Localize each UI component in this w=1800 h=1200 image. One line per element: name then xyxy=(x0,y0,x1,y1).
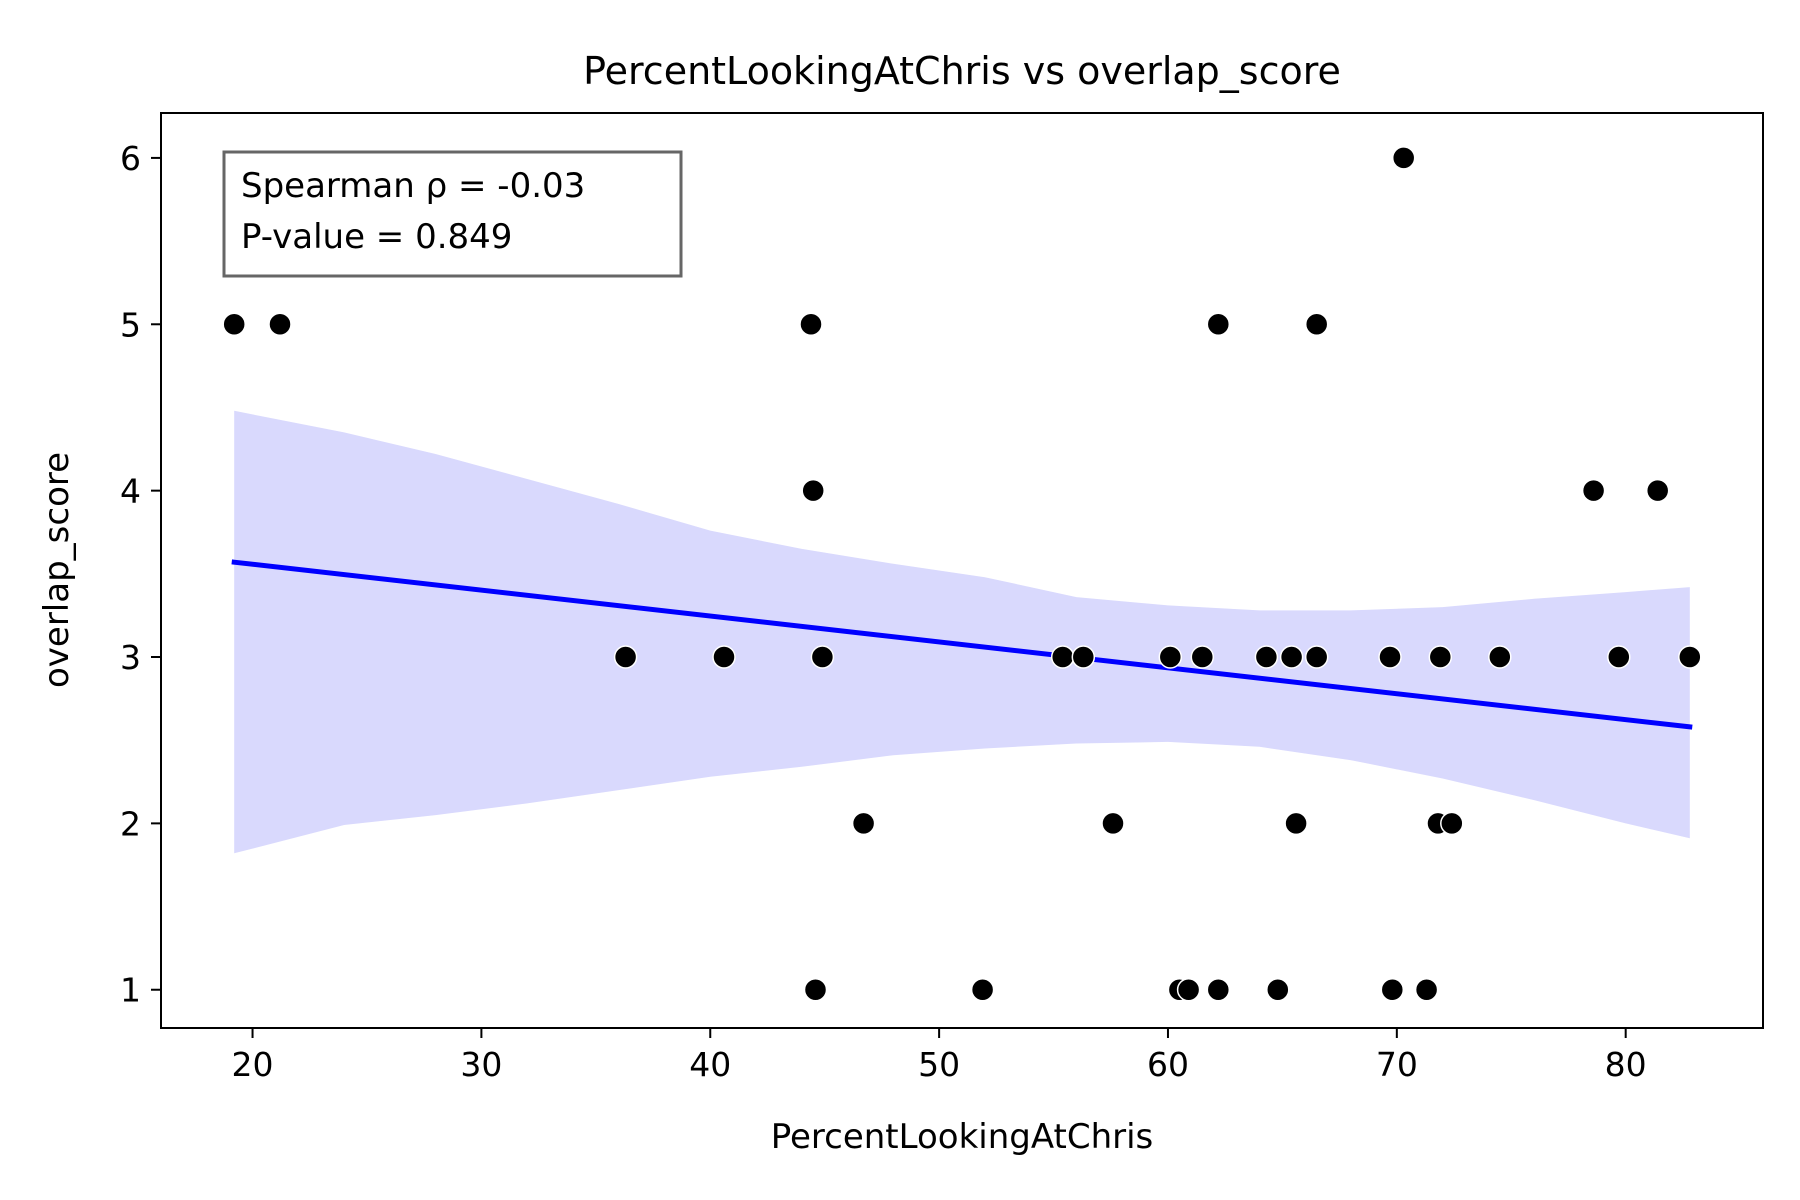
data-point xyxy=(1488,645,1512,669)
plot-frame xyxy=(160,112,1764,1029)
x-tick-label: 80 xyxy=(1605,1045,1647,1084)
x-tick-label: 30 xyxy=(460,1045,502,1084)
data-point xyxy=(1206,977,1231,1002)
data-point xyxy=(810,645,835,669)
data-point xyxy=(799,312,823,337)
x-axis-label: PercentLookingAtChris xyxy=(771,1117,1154,1157)
data-point xyxy=(1678,645,1702,669)
data-point xyxy=(613,645,638,669)
data-point xyxy=(1304,645,1329,669)
y-tick-label: 5 xyxy=(120,305,141,344)
data-point xyxy=(1071,645,1096,669)
data-point xyxy=(1414,977,1439,1002)
x-tick-label: 20 xyxy=(232,1045,274,1084)
data-point xyxy=(1101,811,1125,836)
data-point xyxy=(268,312,292,337)
x-axis: 20 30 40 50 60 70 80 xyxy=(232,1028,1647,1084)
data-point xyxy=(1254,645,1279,669)
x-tick-label: 50 xyxy=(918,1045,960,1084)
data-point xyxy=(1176,977,1201,1002)
data-point xyxy=(1380,977,1405,1002)
data-point xyxy=(1304,312,1329,337)
y-tick-label: 6 xyxy=(120,139,141,178)
data-point xyxy=(851,811,876,836)
y-tick-label: 1 xyxy=(120,971,141,1010)
data-point xyxy=(222,312,246,337)
data-point xyxy=(712,645,736,669)
data-point xyxy=(1391,146,1416,170)
x-tick-label: 60 xyxy=(1147,1045,1189,1084)
annotation-spearman: Spearman ρ = -0.03 xyxy=(241,166,585,206)
regression-line xyxy=(231,559,1693,730)
y-tick-label: 4 xyxy=(120,472,141,511)
x-tick-label: 70 xyxy=(1376,1045,1418,1084)
data-point xyxy=(1284,811,1308,836)
y-axis: 1 2 3 4 5 6 xyxy=(120,139,161,1010)
annotation-box xyxy=(222,150,683,278)
data-point xyxy=(1607,645,1631,669)
data-point xyxy=(1158,645,1183,669)
chart-title: PercentLookingAtChris vs overlap_score xyxy=(583,49,1341,93)
y-tick-label: 3 xyxy=(120,638,141,677)
data-point xyxy=(1581,478,1606,503)
y-axis-label: overlap_score xyxy=(37,452,77,688)
stats-annotation: Spearman ρ = -0.03 P-value = 0.849 xyxy=(222,150,683,278)
data-point xyxy=(803,977,828,1002)
data-point xyxy=(1378,645,1402,669)
data-point xyxy=(1190,645,1215,669)
data-point xyxy=(1645,478,1670,503)
data-point xyxy=(970,977,995,1002)
x-tick-label: 40 xyxy=(689,1045,731,1084)
annotation-pvalue: P-value = 0.849 xyxy=(241,217,512,257)
data-point xyxy=(1266,977,1290,1002)
y-tick-label: 2 xyxy=(120,804,141,843)
data-point xyxy=(801,478,825,503)
plot-area xyxy=(222,146,1702,1002)
data-point xyxy=(1206,312,1231,337)
data-point xyxy=(1428,645,1453,669)
confidence-band xyxy=(234,410,1690,854)
data-point xyxy=(1050,645,1075,669)
data-point xyxy=(1440,811,1464,836)
data-point xyxy=(1279,645,1304,669)
